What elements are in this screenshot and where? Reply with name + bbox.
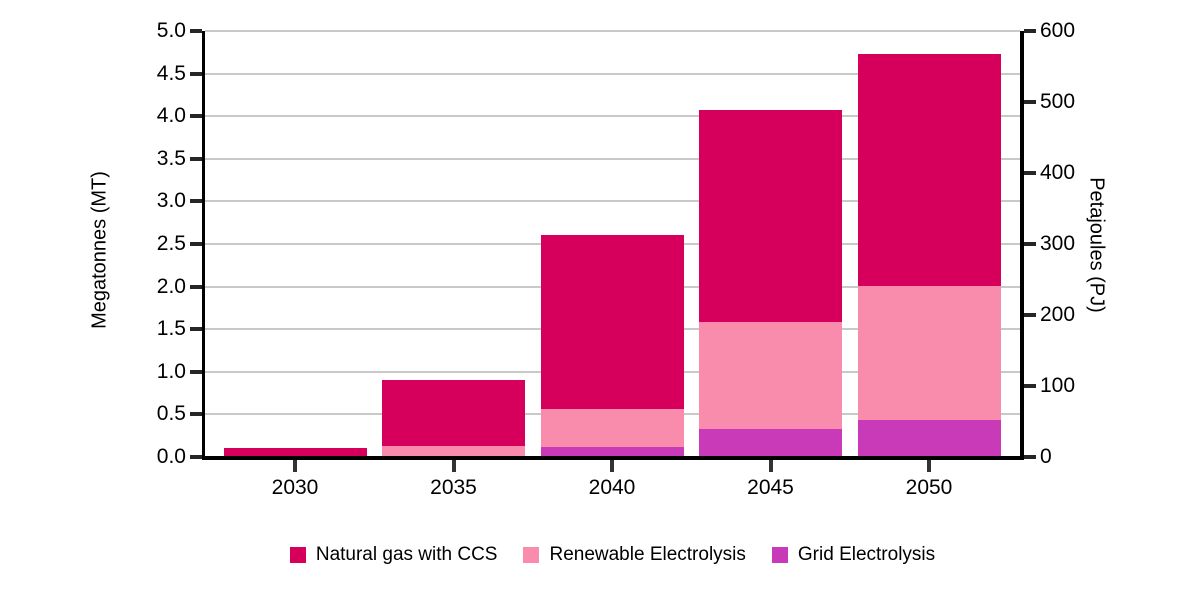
y-tick-label-right: 300 (1040, 232, 1076, 255)
legend-item: Grid Electrolysis (771, 544, 936, 565)
y-tick-label-left: 2.5 (156, 232, 186, 255)
bar-segment (699, 322, 842, 429)
legend-item: Natural gas with CCS (289, 544, 498, 565)
legend-label: Renewable Electrolysis (549, 544, 746, 565)
x-axis-tick (768, 460, 773, 472)
x-tick-label: 2040 (588, 476, 636, 499)
left-axis-tick (190, 284, 202, 289)
bar-segment (540, 235, 684, 410)
gridline (205, 72, 1020, 75)
x-axis-tick (610, 460, 614, 472)
y-tick-label-right: 200 (1040, 303, 1076, 326)
y-tick-label-left: 4.5 (156, 61, 186, 85)
gridline (205, 157, 1020, 160)
left-axis-line (202, 31, 205, 460)
x-axis-tick (451, 460, 456, 472)
legend-label: Grid Electrolysis (797, 544, 936, 565)
gridline (205, 115, 1020, 118)
bar-segment (223, 447, 367, 457)
left-axis-tick (190, 29, 202, 33)
x-tick-label: 2030 (271, 476, 319, 499)
y-tick-label-left: 0.5 (156, 402, 186, 426)
right-axis-tick (1024, 242, 1036, 246)
bar-segment (382, 445, 525, 457)
bar-segment (382, 380, 525, 446)
legend-swatch (771, 547, 788, 563)
left-axis-tick (190, 327, 202, 332)
legend-swatch (523, 547, 540, 563)
y-tick-label-left: 4.0 (156, 104, 186, 128)
legend-swatch (289, 547, 306, 563)
left-axis-tick (190, 369, 202, 374)
right-axis-tick (1024, 455, 1036, 459)
left-axis-tick (190, 114, 202, 119)
right-axis-tick (1024, 100, 1036, 104)
left-axis-tick (190, 455, 202, 459)
left-axis-tick (190, 199, 202, 204)
y-tick-label-left: 3.0 (156, 189, 186, 213)
bar-segment (857, 285, 1001, 421)
gridline (205, 30, 1020, 32)
bar-segment (699, 110, 842, 323)
y-tick-label-left: 1.5 (156, 317, 186, 341)
legend: Natural gas with CCS Renewable Electrolys… (205, 545, 1020, 565)
y-tick-label-left: 1.0 (156, 359, 186, 383)
x-axis-tick (293, 460, 297, 472)
y-tick-label-left: 3.5 (156, 146, 186, 170)
left-axis-tick (190, 71, 202, 76)
right-axis-tick (1024, 384, 1036, 388)
right-axis-tick (1024, 171, 1036, 175)
bar-segment (857, 420, 1001, 457)
y-tick-label-left: 0.0 (156, 445, 186, 468)
right-axis-tick (1024, 29, 1036, 33)
x-axis-tick (927, 460, 931, 472)
bar-segment (540, 446, 684, 457)
bar-segment (699, 428, 842, 457)
left-axis-tick (190, 156, 202, 161)
gridline (205, 200, 1020, 203)
right-axis-tick (1024, 313, 1036, 317)
bar-segment (857, 54, 1001, 286)
legend-label: Natural gas with CCS (315, 544, 498, 565)
bar-segment (540, 409, 684, 447)
right-axis-line (1020, 31, 1024, 460)
y-tick-label-right: 0 (1040, 445, 1052, 468)
y-tick-label-right: 600 (1040, 19, 1076, 42)
x-tick-label: 2045 (747, 476, 794, 499)
legend-item: Renewable Electrolysis (523, 544, 746, 565)
y-tick-label-right: 500 (1040, 90, 1076, 113)
left-axis-tick (190, 242, 202, 246)
bottom-axis-line (202, 456, 1024, 460)
y-tick-label-right: 100 (1040, 374, 1076, 397)
x-tick-label: 2035 (430, 476, 477, 499)
y-tick-label-left: 5.0 (156, 19, 186, 42)
x-tick-label: 2050 (905, 476, 953, 499)
y-tick-label-right: 400 (1040, 161, 1076, 184)
left-axis-title: Megatonnes (MT) (88, 171, 111, 329)
left-axis-tick (190, 412, 202, 417)
y-tick-label-left: 2.0 (156, 274, 186, 298)
